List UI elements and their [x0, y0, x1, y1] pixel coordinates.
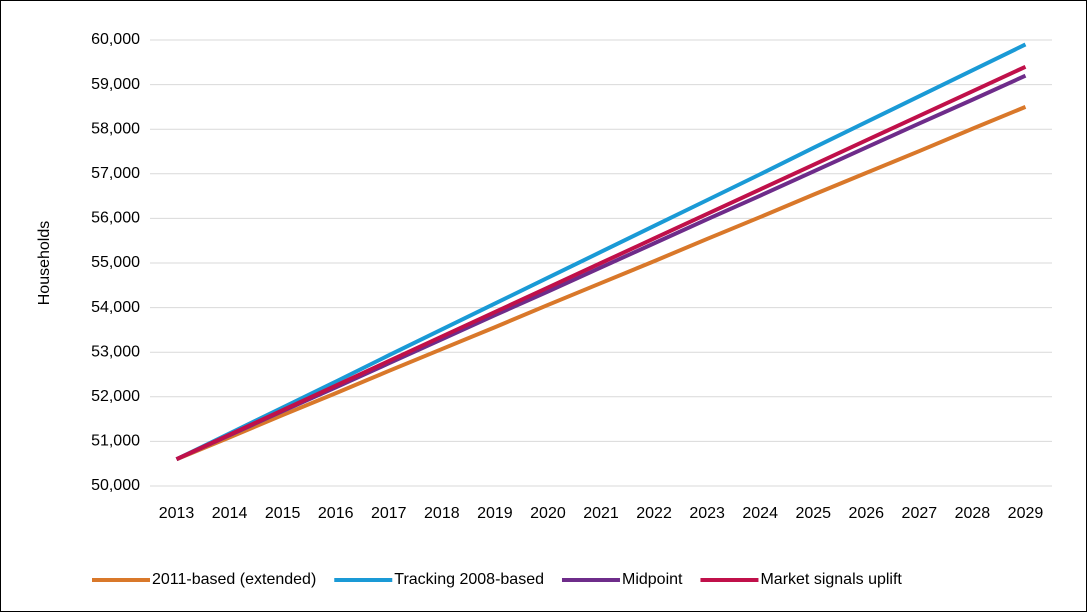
- y-tick-label: 55,000: [91, 254, 140, 271]
- x-tick-label: 2020: [530, 505, 566, 522]
- y-tick-label: 53,000: [91, 343, 140, 360]
- x-tick-label: 2023: [689, 505, 725, 522]
- x-tick-label: 2018: [424, 505, 460, 522]
- x-tick-label: 2014: [212, 505, 248, 522]
- x-tick-label: 2013: [159, 505, 195, 522]
- x-tick-label: 2016: [318, 505, 354, 522]
- legend-label: 2011-based (extended): [152, 571, 316, 588]
- y-tick-label: 57,000: [91, 165, 140, 182]
- y-tick-label: 60,000: [91, 31, 140, 48]
- x-tick-label: 2025: [795, 505, 831, 522]
- y-tick-label: 56,000: [91, 210, 140, 227]
- x-tick-label: 2015: [265, 505, 301, 522]
- series-line: [175, 64, 1027, 462]
- x-tick-label: 2017: [371, 505, 407, 522]
- legend-label: Midpoint: [622, 571, 683, 588]
- legend-label: Market signals uplift: [760, 571, 902, 588]
- y-tick-label: 50,000: [91, 477, 140, 494]
- x-tick-label: 2028: [955, 505, 991, 522]
- x-tick-label: 2021: [583, 505, 619, 522]
- y-tick-label: 52,000: [91, 388, 140, 405]
- series-line: [175, 105, 1027, 462]
- legend-label: Tracking 2008-based: [394, 571, 544, 588]
- x-tick-label: 2026: [848, 505, 884, 522]
- y-tick-label: 58,000: [91, 120, 140, 137]
- x-tick-label: 2027: [902, 505, 938, 522]
- y-axis-title: Households: [36, 221, 53, 306]
- y-tick-label: 59,000: [91, 76, 140, 93]
- x-tick-label: 2024: [742, 505, 778, 522]
- x-tick-label: 2029: [1008, 505, 1044, 522]
- series-line: [175, 42, 1027, 462]
- y-tick-label: 54,000: [91, 299, 140, 316]
- y-tick-label: 51,000: [91, 433, 140, 450]
- x-tick-label: 2022: [636, 505, 672, 522]
- x-tick-label: 2019: [477, 505, 513, 522]
